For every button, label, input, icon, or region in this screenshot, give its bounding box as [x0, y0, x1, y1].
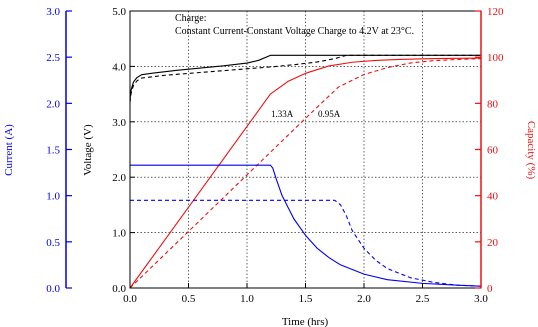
capacity-tick-label: 40: [487, 191, 499, 203]
x-tick-label: 0.5: [182, 293, 196, 305]
voltage-tick-label: 1.0: [112, 228, 126, 240]
voltage-curve-low-rate: [129, 54, 481, 103]
current-tick-label: 0.0: [46, 283, 60, 295]
series-label-low: 0.95A: [318, 109, 341, 119]
voltage-tick-label: 0.0: [112, 283, 126, 295]
capacity-axis-label: Capacity (%): [525, 121, 537, 180]
x-axis-label: Time (hrs): [282, 316, 329, 327]
voltage-tick-label: 5.0: [112, 6, 126, 18]
current-tick-label: 1.5: [46, 145, 60, 157]
capacity-tick-label: 60: [487, 145, 499, 157]
capacity-curve-high-rate: [129, 57, 482, 289]
voltage-tick-label: 4.0: [112, 61, 126, 73]
data-curves: [129, 54, 482, 289]
capacity-curve-low-rate: [129, 58, 482, 289]
annotation-line-2: Constant Current-Constant Voltage Charge…: [175, 26, 414, 37]
annotation: Charge: Constant Current-Constant Voltag…: [175, 13, 414, 37]
current-tick-label: 2.0: [46, 98, 60, 110]
current-curve-low-rate: [130, 199, 482, 287]
axes: 0.0 0.5 1.0 1.5 2.0 2.5 3.0 0.0 1.0 2.0 3.0 4.0 5.0 0…: [46, 6, 504, 305]
x-tick-label: 1.5: [299, 293, 313, 305]
grid-lines: [130, 11, 481, 288]
x-tick-label: 1.0: [240, 293, 254, 305]
voltage-axis-label: Voltage (V): [82, 124, 94, 176]
current-tick-label: 0.5: [46, 237, 60, 249]
capacity-tick-label: 100: [487, 52, 504, 64]
capacity-tick-label: 120: [487, 6, 504, 18]
voltage-tick-label: 2.0: [112, 172, 126, 184]
current-axis-label: Current (A): [3, 124, 15, 176]
x-tick-label: 2.5: [416, 293, 430, 305]
current-tick-label: 3.0: [46, 6, 60, 18]
x-tick-label: 3.0: [474, 293, 488, 305]
capacity-tick-label: 20: [487, 237, 499, 249]
voltage-curve-high-rate: [129, 54, 481, 100]
current-tick-label: 2.5: [46, 52, 60, 64]
capacity-tick-label: 80: [487, 98, 499, 110]
current-tick-label: 1.0: [46, 191, 60, 203]
series-label-high: 1.33A: [271, 109, 294, 119]
current-curve-high-rate: [130, 164, 482, 287]
x-tick-label: 2.0: [357, 293, 371, 305]
x-tick-label: 0.0: [123, 293, 137, 305]
voltage-tick-label: 3.0: [112, 117, 126, 129]
annotation-line-1: Charge:: [175, 13, 206, 24]
capacity-tick-label: 0: [487, 283, 493, 295]
